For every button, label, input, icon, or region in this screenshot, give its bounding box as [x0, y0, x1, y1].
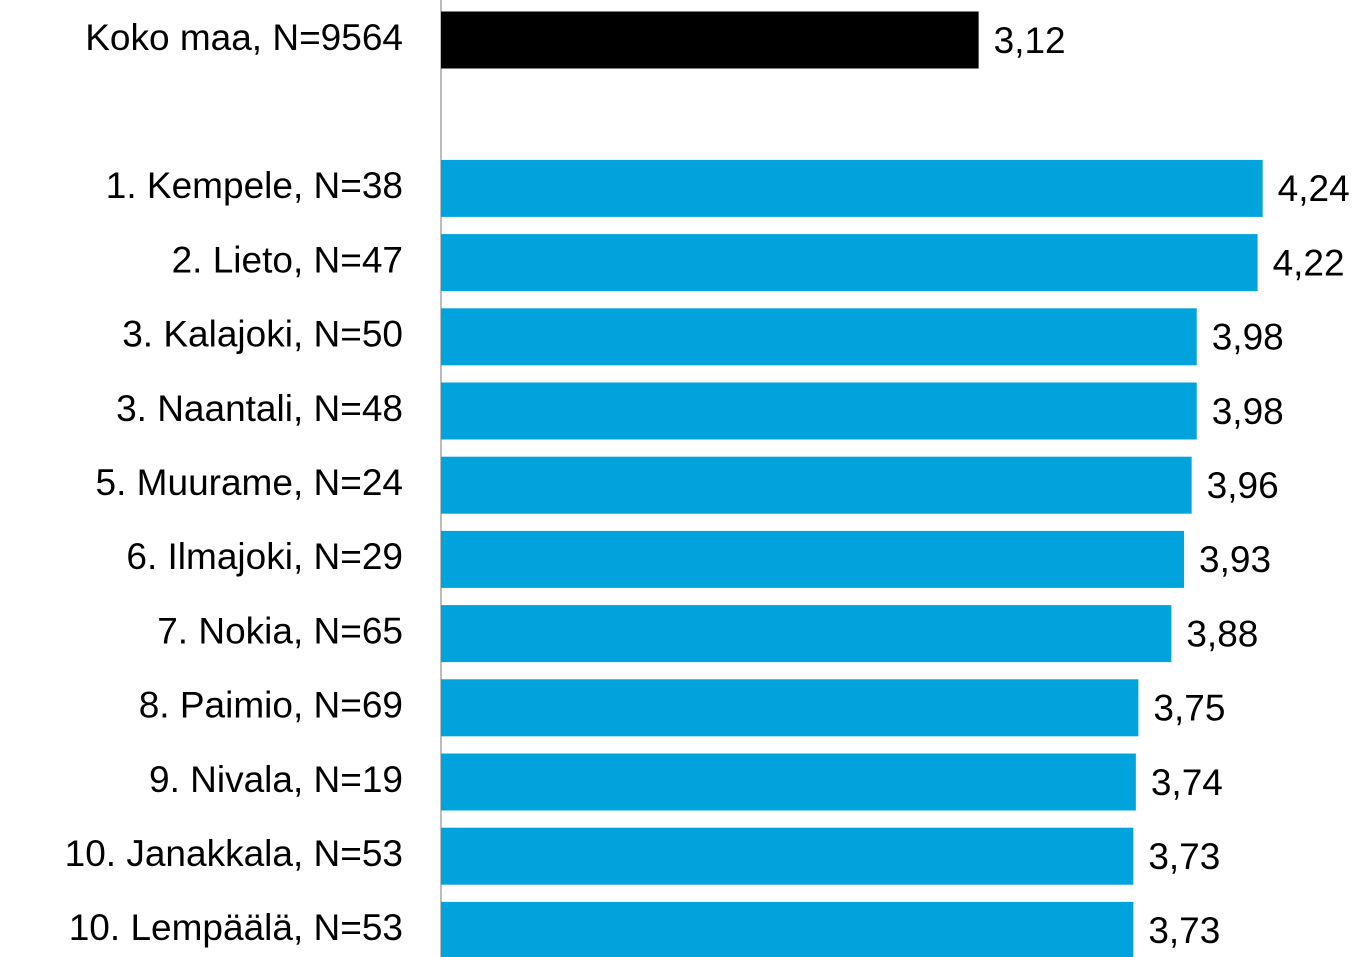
- category-label: 6. Ilmajoki, N=29: [126, 536, 403, 577]
- bar: [441, 901, 1134, 957]
- bar: [441, 605, 1172, 663]
- bar: [441, 753, 1136, 811]
- category-label: 10. Lempäälä, N=53: [69, 907, 403, 948]
- category-label: Koko maa, N=9564: [85, 17, 403, 58]
- value-label: 4,24: [1278, 168, 1350, 209]
- value-label: 3,98: [1212, 317, 1284, 358]
- value-label: 3,96: [1207, 465, 1279, 506]
- category-label: 8. Paimio, N=69: [139, 685, 403, 726]
- value-label: 3,88: [1186, 613, 1258, 654]
- category-label: 2. Lieto, N=47: [172, 239, 403, 280]
- value-label: 3,98: [1212, 391, 1284, 432]
- category-label: 10. Janakkala, N=53: [65, 833, 403, 874]
- bar: [441, 234, 1258, 292]
- bar: [441, 679, 1139, 737]
- category-label: 5. Muurame, N=24: [96, 462, 403, 503]
- value-label: 3,75: [1153, 688, 1225, 729]
- bar: [441, 308, 1197, 366]
- bar: [441, 456, 1192, 514]
- category-label: 3. Naantali, N=48: [116, 388, 403, 429]
- category-label: 1. Kempele, N=38: [106, 165, 403, 206]
- category-label: 3. Kalajoki, N=50: [122, 314, 403, 355]
- value-label: 3,93: [1199, 539, 1271, 580]
- bar: [441, 11, 979, 69]
- bar: [441, 159, 1263, 217]
- category-label: 9. Nivala, N=19: [149, 759, 403, 800]
- value-label: 3,74: [1151, 762, 1223, 803]
- value-label: 3,12: [994, 20, 1066, 61]
- category-label: 7. Nokia, N=65: [157, 610, 403, 651]
- value-label: 3,73: [1148, 910, 1220, 951]
- bar: [441, 382, 1197, 440]
- value-label: 3,73: [1148, 836, 1220, 877]
- bar: [441, 530, 1185, 588]
- bar: [441, 827, 1134, 885]
- value-label: 4,22: [1273, 242, 1345, 283]
